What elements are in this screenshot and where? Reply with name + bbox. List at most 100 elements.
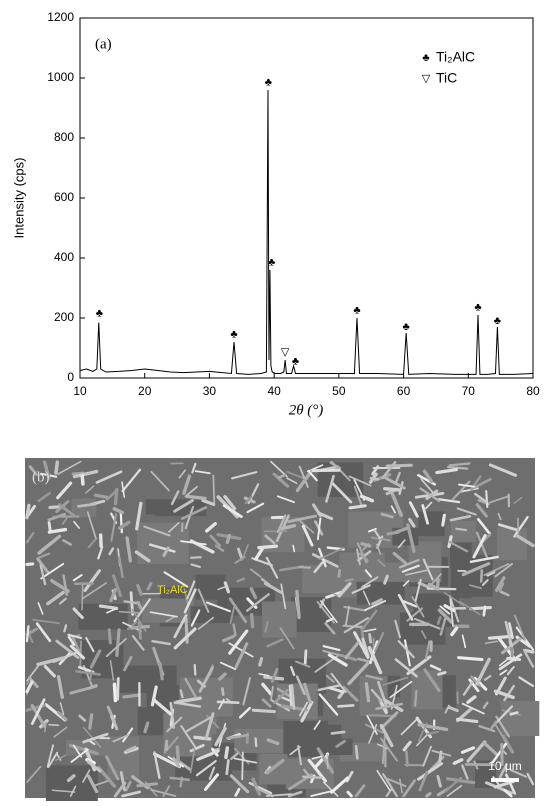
sem-platelet [448, 467, 467, 469]
peak-marker: ▽ [281, 346, 290, 358]
sem-platelet [525, 650, 533, 652]
sem-platelet [64, 625, 66, 631]
sem-platelet [339, 570, 340, 576]
sem-platelet [456, 529, 466, 530]
x-tick-label: 20 [138, 384, 152, 398]
sem-platelet [370, 715, 396, 716]
sem-grain [196, 575, 226, 600]
sem-platelet [366, 684, 368, 701]
sem-platelet [406, 752, 407, 766]
x-tick-label: 60 [397, 384, 411, 398]
peak-marker: ♣ [292, 355, 299, 367]
sem-platelet [27, 505, 29, 517]
sem-platelet [356, 746, 357, 758]
sem-platelet [256, 738, 257, 746]
sem-grain [418, 512, 444, 537]
sem-grain [325, 739, 352, 755]
x-axis-label: 2θ (°) [289, 402, 324, 418]
x-tick-label: 30 [203, 384, 217, 398]
sem-platelet [227, 535, 229, 542]
sem-platelet [218, 702, 238, 703]
x-tick-label: 40 [267, 384, 281, 398]
y-tick-label: 600 [54, 190, 74, 204]
legend-symbol: ♣ [422, 52, 429, 64]
sem-platelet [303, 777, 321, 778]
sem-grain [451, 521, 476, 543]
sem-platelet [118, 678, 119, 699]
sem-platelet [486, 491, 487, 507]
sem-platelet [100, 606, 116, 608]
sem-platelet [508, 658, 520, 659]
peak-marker: ♣ [96, 307, 103, 319]
sem-platelet [114, 684, 115, 700]
sem-grain [262, 602, 297, 638]
y-axis-label: Intensity (cps) [11, 158, 26, 239]
sem-platelet [385, 489, 399, 490]
y-tick-label: 1200 [47, 10, 74, 24]
legend-label: Ti₂AlC [436, 49, 475, 65]
sem-platelet [471, 608, 491, 609]
peak-marker: ♣ [353, 304, 360, 316]
peak-marker: ♣ [403, 321, 410, 333]
sem-platelet [160, 663, 162, 678]
y-tick-label: 200 [54, 310, 74, 324]
sem-platelet [443, 515, 445, 525]
sem-platelet [428, 589, 456, 590]
sem-platelet [350, 506, 365, 508]
sem-platelet [252, 615, 253, 627]
sem-platelet [226, 748, 227, 757]
sem-platelet [27, 626, 28, 641]
peak-marker: ♣ [494, 315, 501, 327]
sem-platelet [222, 689, 223, 695]
peak-marker: ♣ [474, 301, 481, 313]
sem-grain [119, 666, 176, 693]
y-tick-label: 400 [54, 250, 74, 264]
sem-grain [234, 729, 287, 753]
sem-platelet [260, 659, 262, 665]
plot-frame [80, 18, 533, 378]
sem-image [25, 458, 539, 801]
sem-platelet [27, 564, 33, 565]
sem-platelet [489, 636, 511, 638]
peak-marker: ♣ [268, 256, 275, 268]
sem-platelet [297, 592, 299, 618]
legend-symbol: ▽ [422, 73, 431, 85]
sem-grain [451, 565, 471, 598]
sem-platelet [370, 634, 371, 642]
sem-grain [450, 542, 472, 569]
sem-platelet [427, 794, 430, 796]
sem-platelet [49, 523, 50, 530]
sem-platelet [346, 579, 353, 580]
sem-platelet [139, 623, 141, 639]
sem-platelet [440, 752, 442, 762]
sem-platelet [181, 690, 183, 697]
y-tick-label: 1000 [47, 70, 74, 84]
sem-platelet [82, 584, 83, 610]
sem-platelet [90, 715, 92, 728]
sem-platelet [459, 658, 482, 660]
sem-platelet [213, 475, 214, 502]
sem-platelet [332, 732, 344, 733]
sem-platelet [96, 495, 107, 497]
sem-platelet [234, 625, 236, 635]
sem-platelet [117, 630, 119, 656]
peak-marker: ♣ [230, 328, 237, 340]
sem-platelet [177, 747, 178, 761]
x-tick-label: 70 [462, 384, 476, 398]
sem-platelet [253, 710, 274, 711]
legend-label: TiC [436, 70, 457, 86]
sem-platelet [481, 570, 482, 581]
panel-label: (b) [32, 469, 50, 485]
sem-grain [71, 499, 96, 518]
sem-platelet [439, 672, 445, 674]
sem-platelet [109, 630, 110, 643]
sem-platelet [227, 760, 229, 773]
sem-platelet [138, 784, 157, 786]
sem-platelet [371, 478, 378, 479]
sem-platelet [56, 462, 57, 473]
x-tick-label: 80 [526, 384, 540, 398]
sem-grain [497, 528, 527, 560]
x-tick-label: 50 [332, 384, 346, 398]
scale-bar-label: 10 μm [488, 759, 522, 773]
sem-platelet [187, 496, 205, 498]
